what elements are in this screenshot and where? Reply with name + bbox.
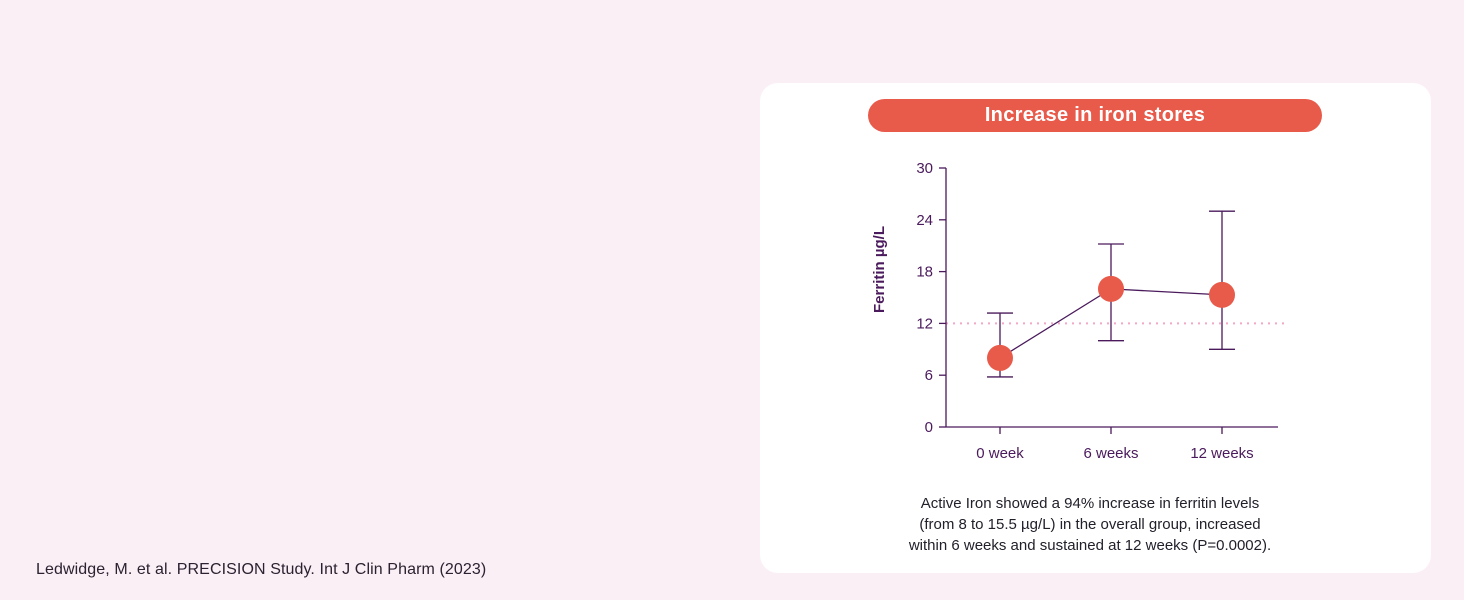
y-tick-label: 30: [916, 160, 933, 177]
caption-line-3: within 6 weeks and sustained at 12 weeks…: [908, 537, 1272, 554]
data-point: [1209, 281, 1235, 308]
y-tick-label: 18: [916, 264, 933, 281]
x-tick-label: 0 week: [976, 445, 1024, 462]
y-axis-label: Ferritin µg/L: [871, 226, 888, 313]
data-point: [987, 344, 1013, 371]
caption-line-2: (from 8 to 15.5 µg/L) in the overall gro…: [919, 516, 1261, 533]
y-tick-label: 6: [925, 367, 933, 384]
y-tick-label: 0: [925, 419, 933, 436]
y-tick-label: 24: [916, 212, 933, 229]
chart-title: Increase in iron stores: [868, 99, 1322, 132]
caption-line-1: Active Iron showed a 94% increase in fer…: [920, 495, 1260, 512]
x-tick-label: 12 weeks: [1190, 445, 1253, 462]
chart-caption: Active Iron showed a 94% increase in fer…: [870, 493, 1310, 556]
y-tick-label: 12: [916, 315, 933, 332]
chart-card: 0 6 12 18 24 30 0 week 6 weeks 12 weeks Ferritin …: [760, 83, 1431, 573]
data-point: [1098, 275, 1124, 302]
x-tick-label: 6 weeks: [1083, 445, 1138, 462]
citation-text: Ledwidge, M. et al. PRECISION Study. Int…: [36, 561, 487, 578]
ferritin-chart: 0 6 12 18 24 30 0 week 6 weeks 12 weeks Ferritin …: [871, 160, 1288, 462]
